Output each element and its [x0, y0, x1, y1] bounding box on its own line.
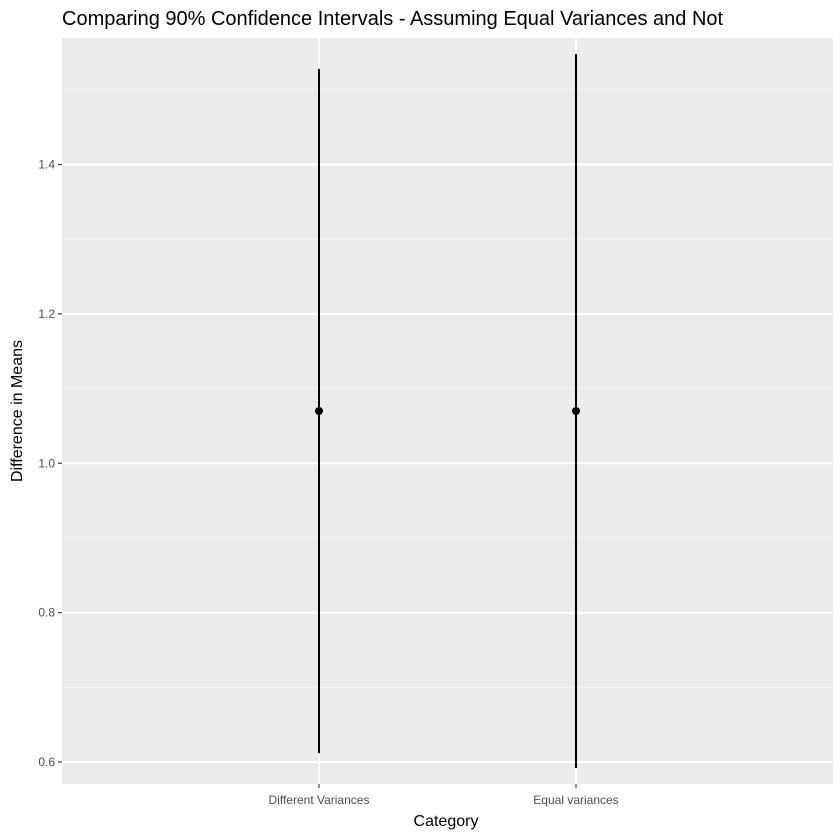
chart-title: Comparing 90% Confidence Intervals - Ass… — [62, 8, 724, 30]
minor-gridlines — [62, 89, 833, 688]
estimate-point — [315, 407, 323, 415]
x-tick-label: Equal variances — [533, 793, 618, 807]
series-marks — [315, 53, 580, 769]
y-axis-title: Difference in Means — [9, 340, 26, 482]
y-tick-label: 0.8 — [38, 606, 55, 620]
plot-panel — [62, 38, 833, 784]
y-axis: 0.6 0.8 1.0 1.2 1.4 — [38, 158, 62, 769]
y-tick-label: 1.2 — [38, 307, 55, 321]
y-tick-label: 1.4 — [38, 158, 55, 172]
estimate-point — [572, 407, 580, 415]
x-axis-title: Category — [414, 813, 479, 830]
x-axis: Different Variances Equal variances — [269, 784, 619, 807]
y-tick-label: 1.0 — [38, 456, 55, 470]
x-tick-label: Different Variances — [269, 793, 370, 807]
y-tick-label: 0.6 — [38, 755, 55, 769]
